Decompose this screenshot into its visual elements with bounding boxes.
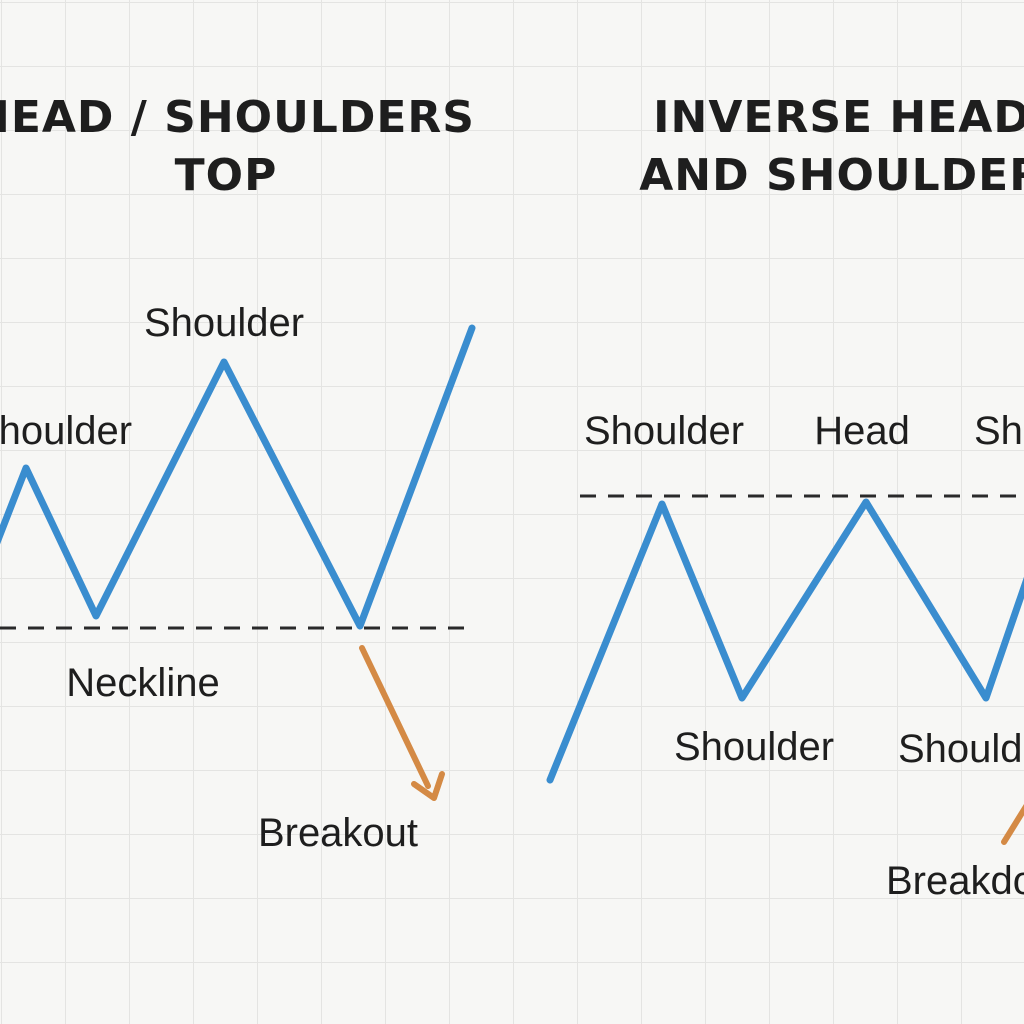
breakdown-arrow bbox=[1001, 803, 1024, 845]
left-shoulder-label: Shoulder bbox=[0, 409, 132, 453]
left-title-line2: TOP bbox=[175, 150, 278, 201]
left-price-line bbox=[0, 324, 476, 630]
left-panel: HEAD / SHOULDERS TOP Shoulder Shoulder N… bbox=[0, 92, 476, 855]
right-price-line bbox=[546, 498, 1024, 784]
breakdown-label: Breakdown bbox=[886, 859, 1024, 903]
breakout-label: Breakout bbox=[258, 811, 418, 855]
right-bottom-shoulder-left-label: Shoulder bbox=[674, 725, 834, 769]
right-top-shoulder-left-label: Shoulder bbox=[584, 409, 744, 453]
right-panel: INVERSE HEAD AND SHOULDERS Shoulder Head… bbox=[546, 92, 1024, 903]
right-top-shoulder-right-label: Shoulder bbox=[974, 409, 1024, 453]
right-top-head-label: Head bbox=[814, 409, 910, 453]
right-title-line2: AND SHOULDERS bbox=[639, 150, 1024, 201]
right-title-line1: INVERSE HEAD bbox=[653, 92, 1024, 143]
left-title-line1: HEAD / SHOULDERS bbox=[0, 92, 475, 143]
neckline-label: Neckline bbox=[66, 661, 219, 705]
left-head-label: Shoulder bbox=[144, 301, 304, 345]
right-bottom-shoulder-right-label: Shoulder bbox=[898, 727, 1024, 771]
breakout-arrow bbox=[359, 645, 445, 801]
